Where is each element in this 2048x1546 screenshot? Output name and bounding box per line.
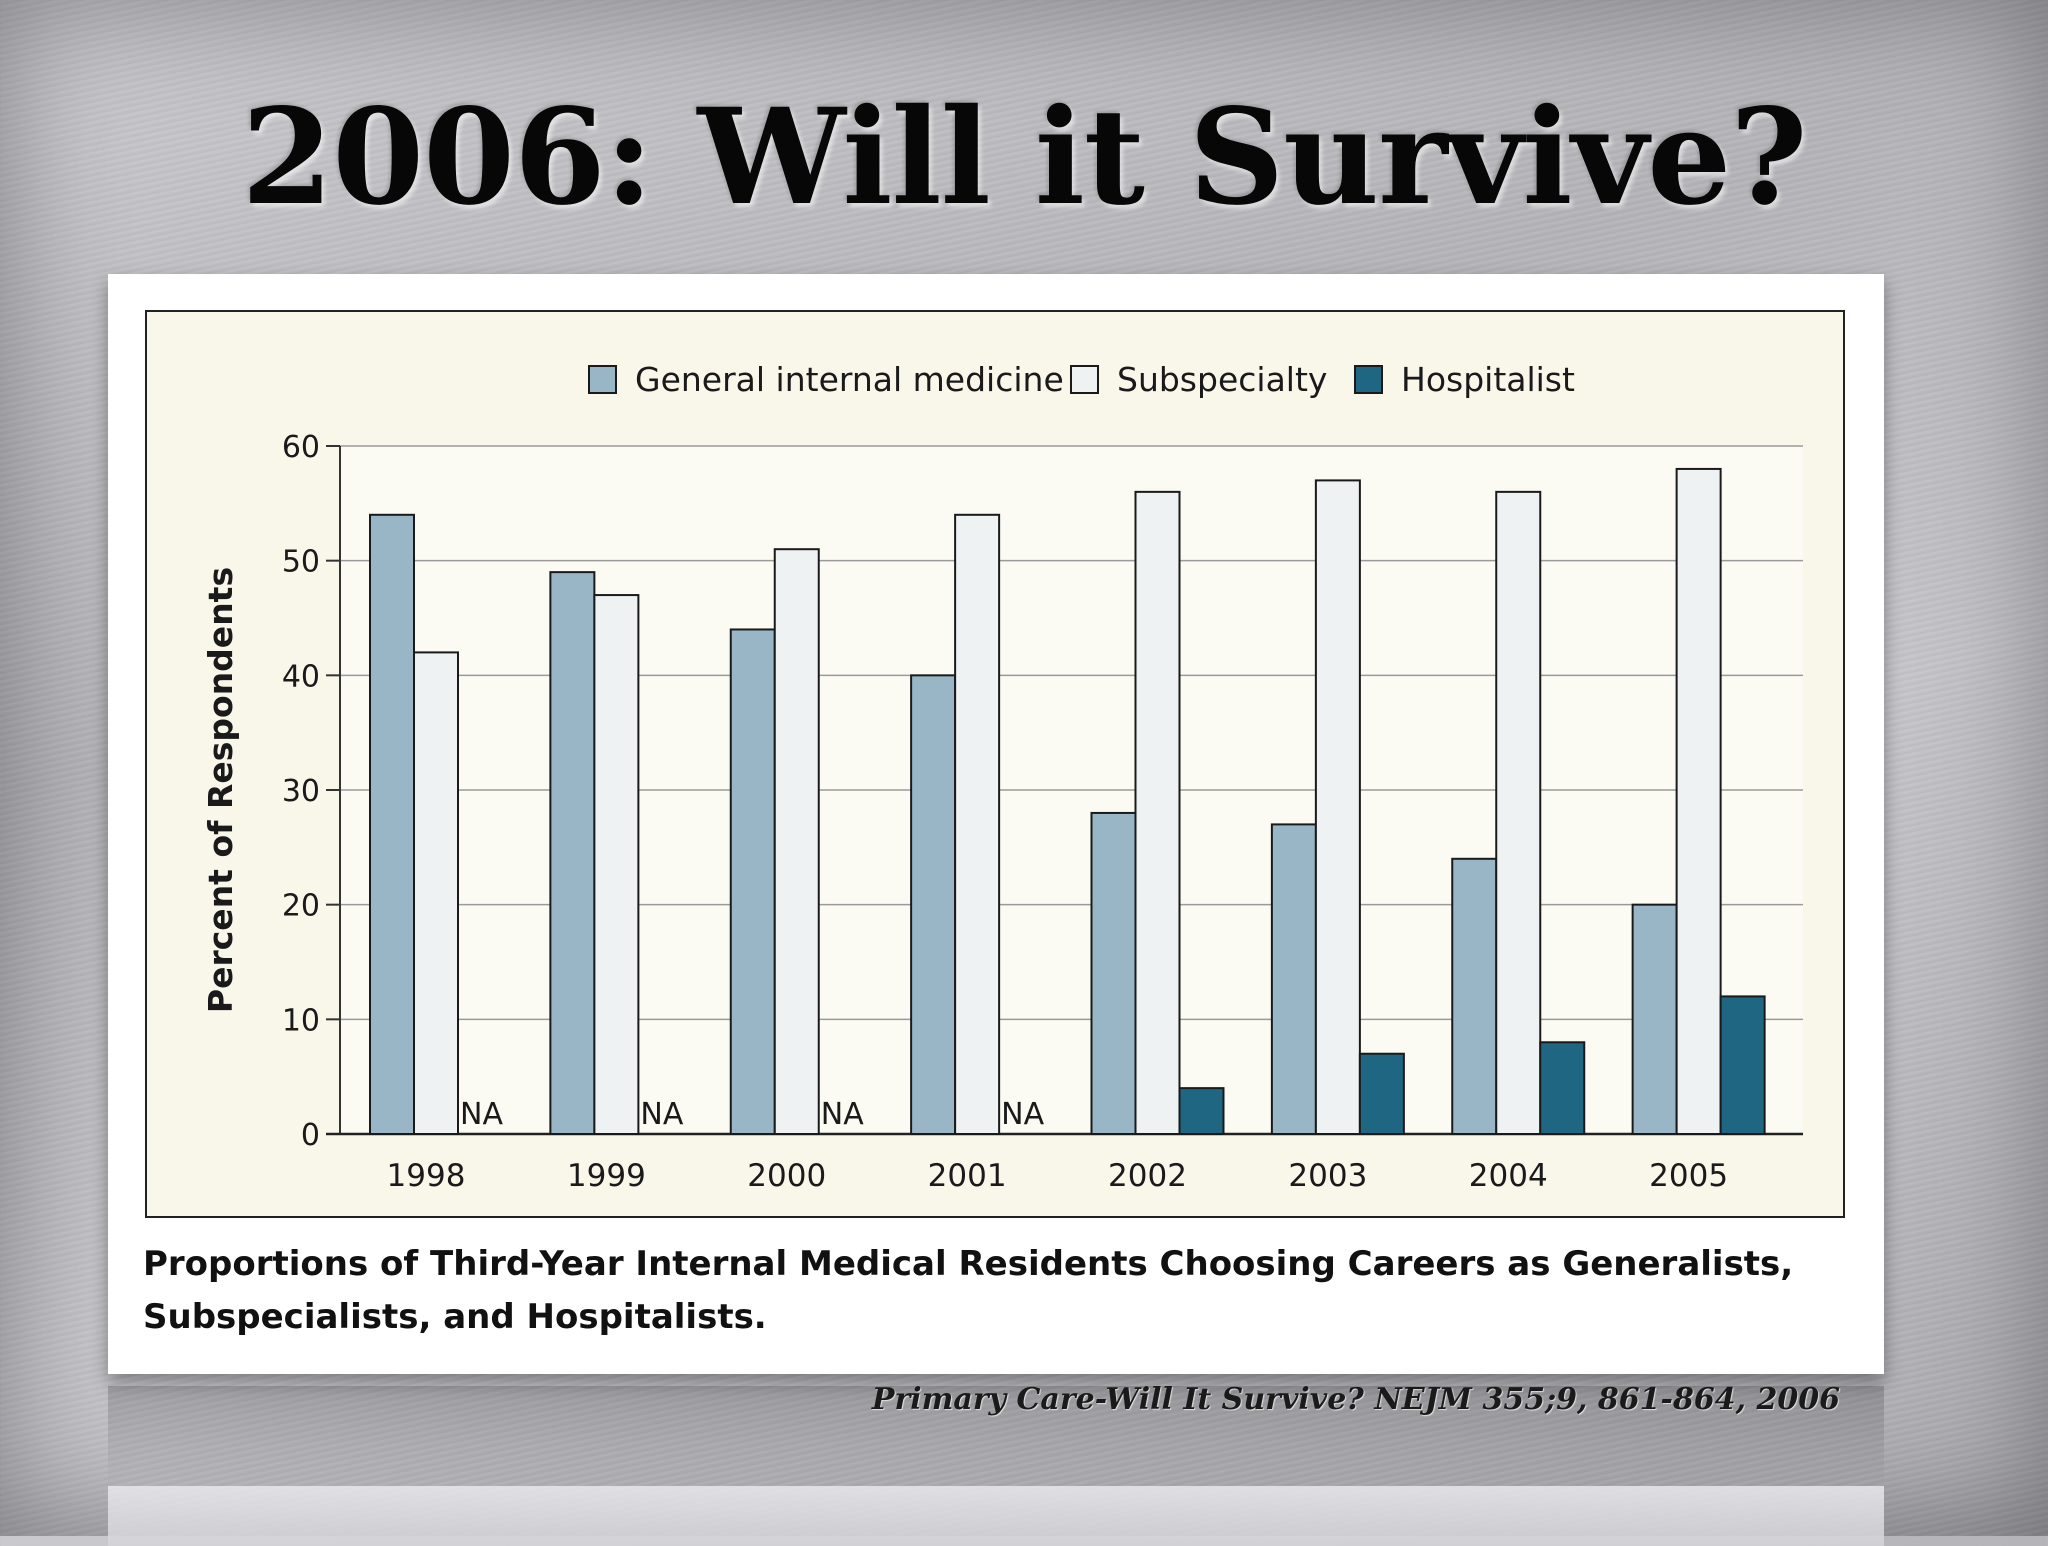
na-label: NA xyxy=(640,1097,683,1132)
bar-general-internal-medicine xyxy=(369,513,415,1136)
y-tick-label: 0 xyxy=(301,1118,320,1153)
legend-label: Subspecialty xyxy=(1117,360,1327,399)
y-tick-label: 60 xyxy=(282,430,320,465)
bar-subspecialty xyxy=(593,594,640,1136)
bar-general-internal-medicine xyxy=(729,628,776,1135)
y-tick-label: 40 xyxy=(282,659,320,694)
bar-subspecialty xyxy=(1134,490,1181,1136)
bar-subspecialty xyxy=(1495,490,1542,1136)
bar-hospitalist xyxy=(1178,1087,1225,1136)
bar-subspecialty xyxy=(954,513,1001,1136)
legend-swatch xyxy=(1070,365,1099,394)
x-tick-label: 1998 xyxy=(387,1158,466,1194)
bar-subspecialty xyxy=(773,548,820,1135)
bar-subspecialty xyxy=(1675,467,1722,1135)
y-tick-label: 50 xyxy=(282,545,320,580)
bar-general-internal-medicine xyxy=(1631,903,1678,1136)
y-tick-label: 10 xyxy=(282,1003,320,1038)
figure-caption: Proportions of Third-Year Internal Medic… xyxy=(143,1244,1794,1337)
legend-label: Hospitalist xyxy=(1401,360,1575,399)
legend-label: General internal medicine xyxy=(635,360,1064,399)
bar-general-internal-medicine xyxy=(1270,823,1317,1136)
figure-shadow xyxy=(108,1386,1884,1486)
na-label: NA xyxy=(1001,1097,1044,1132)
x-tick-label: 2004 xyxy=(1469,1158,1548,1194)
bar-subspecialty xyxy=(1314,479,1361,1135)
bar-general-internal-medicine xyxy=(549,571,596,1135)
bar-hospitalist xyxy=(1719,995,1766,1136)
legend-swatch xyxy=(588,365,617,394)
slide-title: 2006: Will it Survive? xyxy=(241,80,1807,235)
x-tick-label: 2002 xyxy=(1108,1158,1187,1194)
y-tick-label: 20 xyxy=(282,889,320,924)
bar-general-internal-medicine xyxy=(1090,811,1137,1135)
bar-general-internal-medicine xyxy=(910,674,957,1135)
na-label: NA xyxy=(821,1097,864,1132)
figure-reflection xyxy=(108,1486,1884,1546)
bar-hospitalist xyxy=(1358,1052,1405,1136)
citation: Primary Care-Will It Survive? NEJM 355;9… xyxy=(871,1382,1840,1417)
legend-swatch xyxy=(1354,365,1383,394)
bar-subspecialty xyxy=(413,651,459,1135)
x-tick-label: 2005 xyxy=(1649,1158,1728,1194)
bar-chart: 0 10 20 30 40 50 60 Percent of Respondents NA 199… xyxy=(201,360,1803,1194)
x-tick-label: 2001 xyxy=(928,1158,1007,1194)
y-tick-label: 30 xyxy=(282,774,320,809)
bar-general-internal-medicine xyxy=(1451,857,1498,1135)
x-tick-label: 2003 xyxy=(1288,1158,1367,1194)
na-label: NA xyxy=(460,1097,503,1132)
bar-hospitalist xyxy=(1539,1041,1586,1135)
y-axis-label: Percent of Respondents xyxy=(201,567,240,1013)
x-tick-label: 1999 xyxy=(567,1158,646,1194)
x-tick-label: 2000 xyxy=(747,1158,826,1194)
